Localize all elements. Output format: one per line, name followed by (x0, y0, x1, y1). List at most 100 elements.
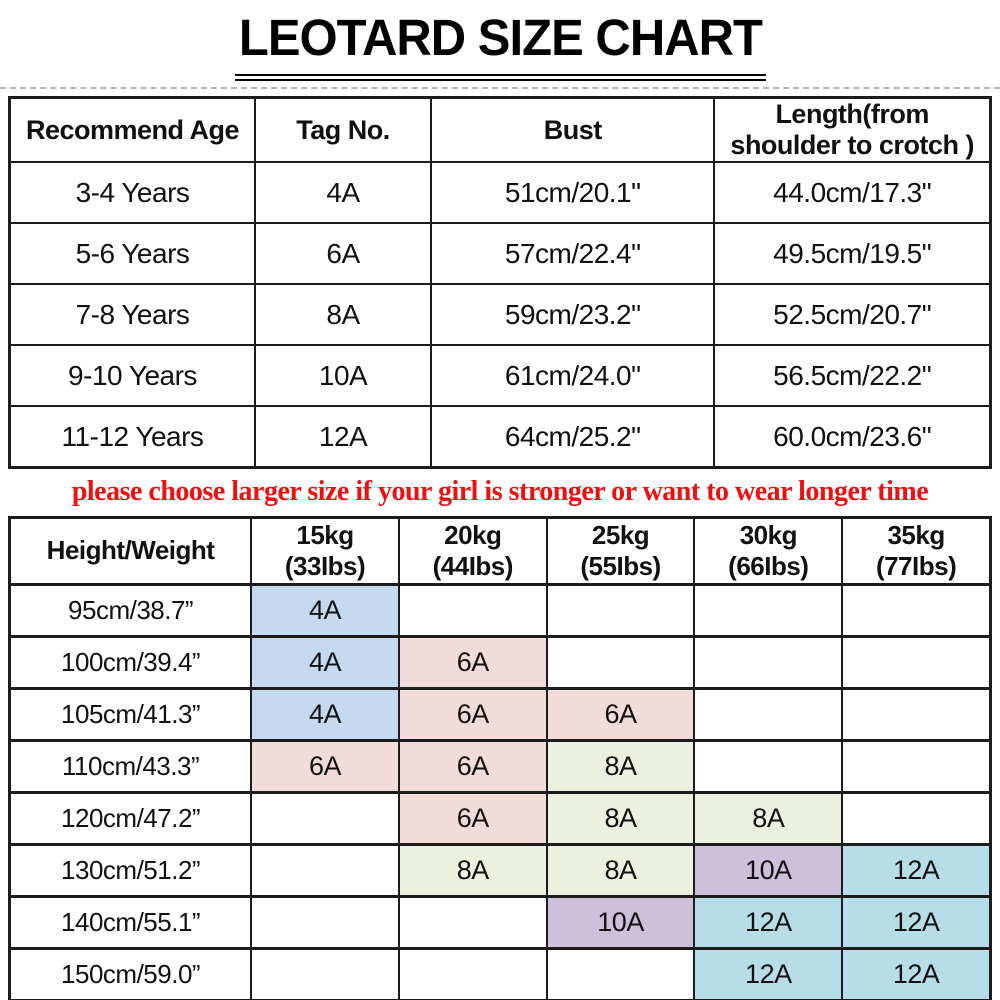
tag-cell: 4A (253, 161, 433, 225)
table-row: 130cm/51.2” 8A 8A 10A 12A (8, 842, 992, 898)
size-cell (841, 738, 992, 794)
size-cell: 6A (545, 686, 696, 742)
size-cell (545, 634, 696, 690)
tag-cell: 6A (253, 222, 433, 286)
length-cell: 60.0cm/23.6" (713, 405, 992, 469)
size-cell: 12A (841, 842, 992, 898)
size-cell (250, 842, 400, 898)
bust-cell: 59cm/23.2" (430, 283, 716, 347)
height-cell: 95cm/38.7” (8, 582, 253, 638)
age-cell: 3-4 Years (8, 161, 256, 225)
size-cell (545, 946, 696, 1000)
size-cell: 4A (250, 634, 400, 690)
size-cell (841, 790, 992, 846)
age-cell: 9-10 Years (8, 344, 256, 408)
height-cell: 110cm/43.3” (8, 738, 253, 794)
header-bust: Bust (430, 96, 716, 164)
header-weight-15kg: 15kg (33Ibs) (250, 516, 400, 586)
header-weight-25kg: 25kg (55Ibs) (545, 516, 696, 586)
tag-cell: 10A (253, 344, 433, 408)
table-row: 11-12 Years 12A 64cm/25.2" 60.0cm/23.6" (8, 405, 992, 469)
size-cell (250, 946, 400, 1000)
size-cell (693, 582, 844, 638)
table-row: 110cm/43.3” 6A 6A 8A (8, 738, 992, 794)
size-cell (250, 790, 400, 846)
size-cell: 6A (397, 634, 548, 690)
title-wrap: LEOTARD SIZE CHART (0, 0, 1000, 82)
height-cell: 120cm/47.2” (8, 790, 253, 846)
bust-cell: 51cm/20.1" (430, 161, 716, 225)
size-cell: 12A (693, 894, 844, 950)
size-cell (397, 946, 548, 1000)
size-cell: 8A (545, 790, 696, 846)
table-row: 105cm/41.3” 4A 6A 6A (8, 686, 992, 742)
age-cell: 7-8 Years (8, 283, 256, 347)
tag-cell: 12A (253, 405, 433, 469)
age-cell: 11-12 Years (8, 405, 256, 469)
size-cell (397, 582, 548, 638)
size-cell (397, 894, 548, 950)
size-cell: 10A (545, 894, 696, 950)
bust-cell: 64cm/25.2" (430, 405, 716, 469)
height-cell: 130cm/51.2” (8, 842, 253, 898)
size-cell: 6A (397, 790, 548, 846)
size-note-text: please choose larger size if your girl i… (71, 476, 929, 508)
size-cell (545, 582, 696, 638)
size-cell: 8A (693, 790, 844, 846)
size-cell: 4A (250, 582, 400, 638)
age-cell: 5-6 Years (8, 222, 256, 286)
bust-cell: 57cm/22.4" (430, 222, 716, 286)
size-cell: 12A (841, 946, 992, 1000)
size-table: Recommend Age Tag No. Bust Length(from s… (8, 96, 992, 470)
length-cell: 56.5cm/22.2" (713, 344, 992, 408)
length-cell: 49.5cm/19.5" (713, 222, 992, 286)
dashed-divider (0, 87, 1000, 90)
size-cell: 8A (545, 738, 696, 794)
table-row: 5-6 Years 6A 57cm/22.4" 49.5cm/19.5" (8, 222, 992, 286)
height-cell: 105cm/41.3” (8, 686, 253, 742)
header-weight-20kg: 20kg (44Ibs) (397, 516, 548, 586)
size-cell (841, 686, 992, 742)
height-cell: 140cm/55.1” (8, 894, 253, 950)
bust-cell: 61cm/24.0" (430, 344, 716, 408)
size-cell (693, 686, 844, 742)
table-row: 100cm/39.4” 4A 6A (8, 634, 992, 690)
size-cell (841, 582, 992, 638)
header-tag-no: Tag No. (253, 96, 433, 164)
size-cell (250, 894, 400, 950)
size-cell: 12A (841, 894, 992, 950)
table-row: 140cm/55.1” 10A 12A 12A (8, 894, 992, 950)
size-cell: 12A (693, 946, 844, 1000)
header-weight-30kg: 30kg (66Ibs) (693, 516, 844, 586)
size-cell (841, 634, 992, 690)
header-length: Length(from shoulder to crotch ) (713, 96, 992, 164)
height-cell: 150cm/59.0” (8, 946, 253, 1000)
size-cell (693, 738, 844, 794)
header-weight-35kg: 35kg (77Ibs) (841, 516, 992, 586)
size-cell: 6A (397, 686, 548, 742)
table-row: 95cm/38.7” 4A (8, 582, 992, 638)
size-cell: 6A (397, 738, 548, 794)
size-cell: 8A (397, 842, 548, 898)
table-row: 9-10 Years 10A 61cm/24.0" 56.5cm/22.2" (8, 344, 992, 408)
matrix-header-row: Height/Weight 15kg (33Ibs) 20kg (44Ibs) … (8, 516, 992, 586)
size-cell: 8A (545, 842, 696, 898)
table-row: 3-4 Years 4A 51cm/20.1" 44.0cm/17.3" (8, 161, 992, 225)
page-title: LEOTARD SIZE CHART (234, 9, 766, 82)
size-table-header-row: Recommend Age Tag No. Bust Length(from s… (8, 96, 992, 164)
height-weight-table: Height/Weight 15kg (33Ibs) 20kg (44Ibs) … (8, 515, 992, 1000)
header-height-weight: Height/Weight (8, 516, 253, 586)
size-cell: 4A (250, 686, 400, 742)
height-cell: 100cm/39.4” (8, 634, 253, 690)
table-row: 7-8 Years 8A 59cm/23.2" 52.5cm/20.7" (8, 283, 992, 347)
size-cell (693, 634, 844, 690)
tag-cell: 8A (253, 283, 433, 347)
table-row: 120cm/47.2” 6A 8A 8A (8, 790, 992, 846)
length-cell: 52.5cm/20.7" (713, 283, 992, 347)
length-cell: 44.0cm/17.3" (713, 161, 992, 225)
size-cell: 6A (250, 738, 400, 794)
header-recommend-age: Recommend Age (8, 96, 256, 164)
table-row: 150cm/59.0” 12A 12A (8, 946, 992, 1000)
size-cell: 10A (693, 842, 844, 898)
